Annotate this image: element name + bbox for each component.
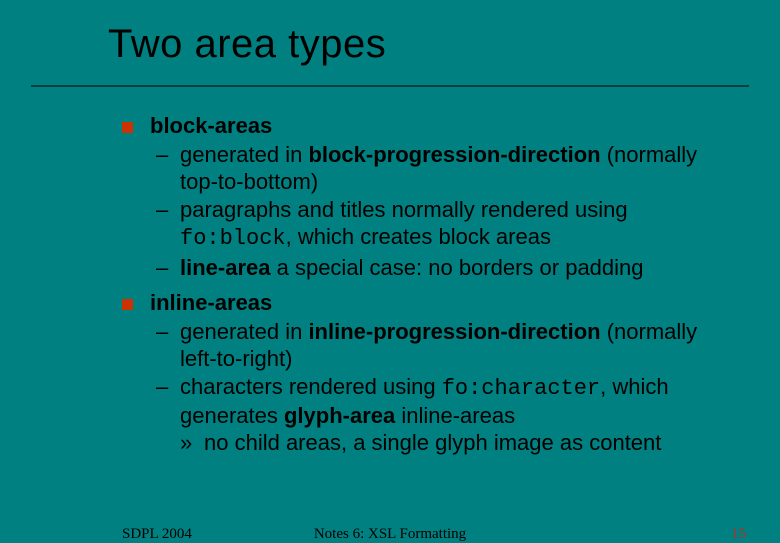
bullet-inline-areas: inline-areas — [122, 290, 720, 317]
text-mono: fo:character — [442, 376, 600, 401]
text-run: generated in — [180, 142, 308, 167]
bullet-block-areas: block-areas — [122, 113, 720, 140]
text-run: , which creates block areas — [286, 224, 551, 249]
sub-bullet: line-area a special case: no borders or … — [122, 255, 720, 282]
sub-bullet: paragraphs and titles normally rendered … — [122, 197, 720, 253]
text-run: a special case: no borders or padding — [271, 255, 644, 280]
text-mono: fo:block — [180, 226, 286, 251]
bullet-label: inline-areas — [150, 290, 272, 315]
sub-bullet: characters rendered using fo:character, … — [122, 374, 720, 430]
slide: Two area types block-areas generated in … — [0, 0, 780, 540]
bullet-label: block-areas — [150, 113, 272, 138]
slide-title: Two area types — [0, 0, 780, 67]
square-bullet-icon — [122, 299, 133, 310]
text-run: no child areas, a single glyph image as … — [204, 430, 661, 455]
subsub-bullet: no child areas, a single glyph image as … — [122, 430, 720, 457]
square-bullet-icon — [122, 122, 133, 133]
text-run: generated in — [180, 319, 308, 344]
sub-bullet: generated in inline-progression-directio… — [122, 319, 720, 373]
footer-center: Notes 6: XSL Formatting — [314, 526, 466, 543]
footer-left: SDPL 2004 — [122, 526, 192, 543]
text-bold: line-area — [180, 255, 271, 280]
text-bold: block-progression-direction — [308, 142, 600, 167]
text-bold: inline-progression-direction — [308, 319, 600, 344]
text-run: characters rendered using — [180, 374, 442, 399]
text-run: inline-areas — [395, 403, 515, 428]
text-run: paragraphs and titles normally rendered … — [180, 197, 628, 222]
page-number: 15 — [731, 526, 746, 543]
slide-content: block-areas generated in block-progressi… — [0, 87, 780, 457]
text-bold: glyph-area — [284, 403, 395, 428]
sub-bullet: generated in block-progression-direction… — [122, 142, 720, 196]
